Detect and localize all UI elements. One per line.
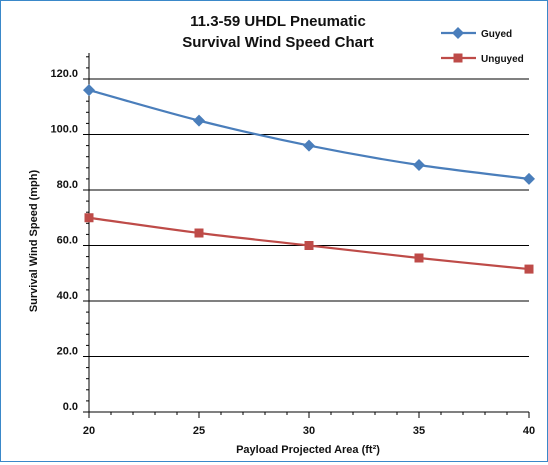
x-tick-label: 35 <box>413 425 425 437</box>
x-tick-label: 40 <box>523 425 535 437</box>
y-tick-label: 20.0 <box>57 346 78 358</box>
x-axis-label: Payload Projected Area (ft²) <box>236 444 380 456</box>
y-tick-label: 0.0 <box>63 401 78 413</box>
legend: Guyed Unguyed <box>441 27 524 65</box>
y-tick-label: 120.0 <box>50 68 78 80</box>
x-tick-label: 20 <box>83 425 95 437</box>
series-layer <box>83 84 535 274</box>
data-point-unguyed <box>84 213 94 223</box>
data-point-unguyed <box>304 241 314 250</box>
data-point-guyed <box>193 114 205 127</box>
tick-labels: 0.0 20.0 40.0 60.0 80.0 100.0 120.0 20 25 30 35 40 <box>50 68 535 437</box>
legend-marker-guyed <box>452 27 464 39</box>
y-axis-label: Survival Wind Speed (mph) <box>28 170 40 313</box>
data-point-guyed <box>83 84 95 97</box>
y-tick-label: 100.0 <box>50 124 78 136</box>
legend-label-unguyed: Unguyed <box>481 54 524 65</box>
legend-marker-unguyed <box>453 53 463 63</box>
x-tick-label: 30 <box>303 425 315 437</box>
data-point-unguyed <box>414 253 424 263</box>
y-tick-label: 60.0 <box>57 235 78 247</box>
chart-title-line2: Survival Wind Speed Chart <box>182 34 374 51</box>
x-tick-label: 25 <box>193 425 205 437</box>
chart-title-line1: 11.3-59 UHDL Pneumatic <box>190 13 366 30</box>
gridlines <box>89 78 529 357</box>
data-point-unguyed <box>524 264 534 274</box>
y-tick-label: 80.0 <box>57 179 78 191</box>
legend-label-guyed: Guyed <box>481 29 512 40</box>
data-point-unguyed <box>194 228 204 238</box>
y-tick-label: 40.0 <box>57 290 78 302</box>
data-point-guyed <box>523 172 535 185</box>
data-point-guyed <box>303 139 315 152</box>
axes <box>83 53 530 418</box>
data-point-guyed <box>413 159 425 172</box>
